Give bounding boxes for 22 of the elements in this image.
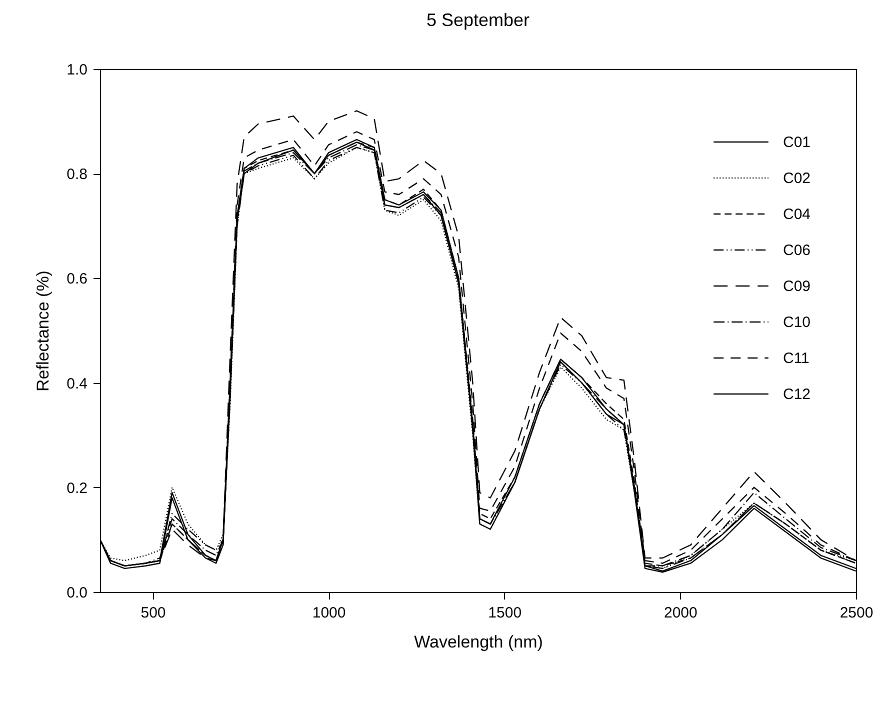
y-tick-label: 0.0 [66,584,88,602]
chart-title: 5 September [426,10,530,30]
legend-label: C06 [783,242,811,259]
x-tick-label: 2000 [664,604,698,622]
y-tick-label: 0.2 [66,480,88,497]
x-axis-title: Wavelength (nm) [414,632,543,652]
legend-label: C04 [783,206,811,223]
legend-label: C02 [783,170,811,187]
legend-label: C10 [783,314,811,331]
y-tick-label: 0.4 [66,375,88,392]
legend-label: C11 [783,350,810,367]
y-tick-label: 0.8 [66,166,88,184]
legend-label: C09 [783,278,811,295]
legend-label: C12 [783,386,811,403]
y-tick-label: 0.6 [66,270,88,288]
x-tick-label: 1000 [312,604,346,622]
x-tick-label: 1500 [488,604,522,622]
y-axis-title: Reflectance (%) [34,270,53,392]
y-tick-label: 1.0 [66,62,88,78]
legend-label: C01 [783,134,811,151]
x-tick-label: 2500 [840,604,874,622]
x-tick-label: 500 [140,604,166,622]
